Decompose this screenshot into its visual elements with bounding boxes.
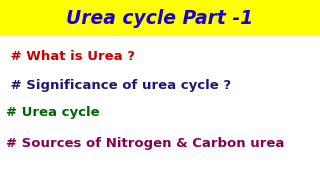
Text: # Urea cycle: # Urea cycle — [6, 106, 100, 119]
Text: # Sources of Nitrogen & Carbon urea: # Sources of Nitrogen & Carbon urea — [6, 137, 285, 150]
Text: Urea cycle Part -1: Urea cycle Part -1 — [67, 9, 253, 28]
Text: # What is Urea ?: # What is Urea ? — [6, 50, 135, 63]
FancyBboxPatch shape — [0, 0, 320, 36]
Text: # Significance of urea cycle ?: # Significance of urea cycle ? — [6, 79, 232, 92]
